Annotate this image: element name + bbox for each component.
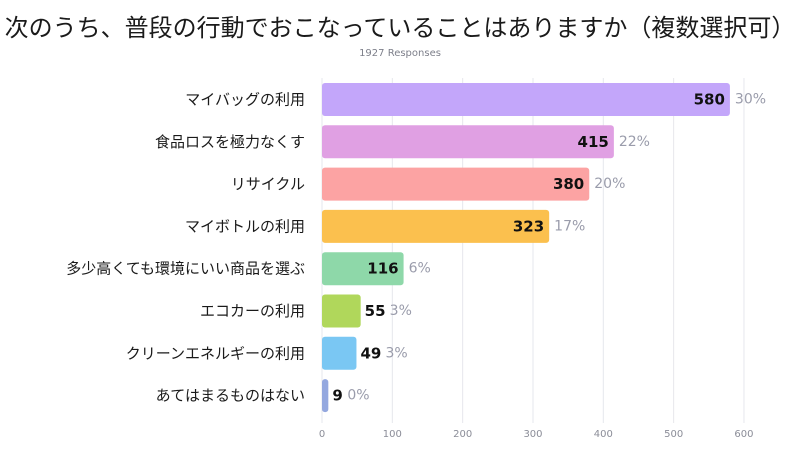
bar <box>322 167 590 201</box>
data-label: 580 <box>694 91 725 109</box>
percent-label: 0% <box>347 388 369 404</box>
category-label: リサイクル <box>231 175 305 193</box>
bar <box>322 294 361 328</box>
percent-label: 20% <box>594 176 625 192</box>
percent-label: 3% <box>390 303 412 319</box>
category-label: エコカーの利用 <box>200 302 305 320</box>
x-tick-label: 200 <box>453 429 472 440</box>
category-label: 多少高くても環境にいい商品を選ぶ <box>66 260 305 278</box>
bar <box>322 252 404 286</box>
chart-title: 次のうち、普段の行動でおこなっていることはありますか（複数選択可） <box>4 14 796 42</box>
bar <box>322 379 329 413</box>
percent-label: 17% <box>554 218 585 234</box>
data-label: 9 <box>332 387 342 405</box>
x-tick-label: 400 <box>594 429 613 440</box>
data-label: 323 <box>513 217 544 235</box>
x-tick-label: 0 <box>319 429 325 440</box>
category-label: クリーンエネルギーの利用 <box>126 344 305 362</box>
data-label: 55 <box>365 302 386 320</box>
bar <box>322 83 730 116</box>
x-tick-label: 100 <box>383 429 402 440</box>
bar <box>322 209 550 243</box>
percent-label: 6% <box>409 261 431 277</box>
chart-subtitle: 1927 Responses <box>359 48 441 59</box>
data-label: 49 <box>360 344 381 362</box>
category-label: マイボトルの利用 <box>185 217 305 235</box>
x-tick-label: 300 <box>523 429 542 440</box>
data-label: 415 <box>578 133 609 151</box>
percent-label: 30% <box>735 92 766 108</box>
category-label: 食品ロスを極力なくす <box>155 133 305 151</box>
bar <box>322 125 614 159</box>
category-label: マイバッグの利用 <box>185 91 305 109</box>
x-tick-label: 600 <box>734 429 753 440</box>
x-tick-label: 500 <box>664 429 683 440</box>
bar <box>322 336 357 370</box>
percent-label: 22% <box>619 134 650 150</box>
percent-label: 3% <box>385 345 407 361</box>
category-label: あてはまるものはない <box>156 387 305 405</box>
data-label: 116 <box>367 260 398 278</box>
data-label: 380 <box>553 175 584 193</box>
